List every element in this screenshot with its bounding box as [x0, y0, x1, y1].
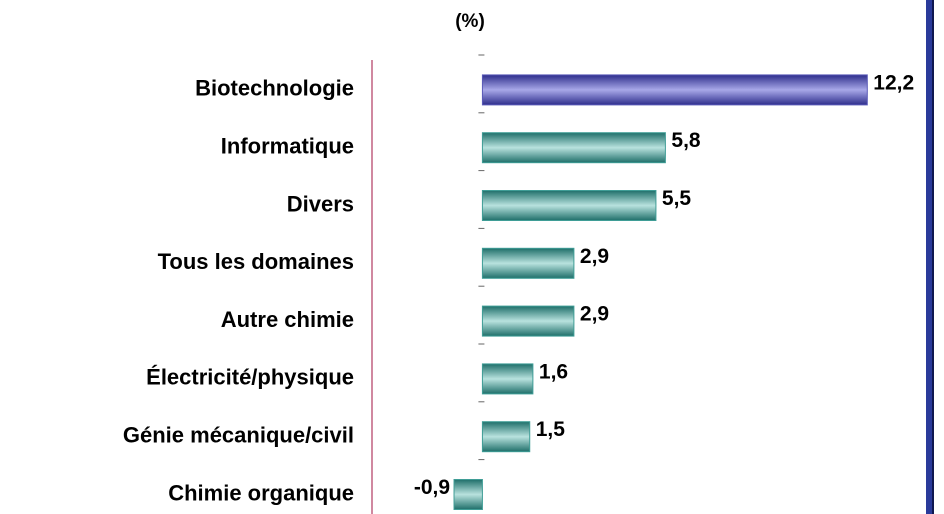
y-tick-label: Divers [287, 191, 354, 216]
value-label: 1,6 [539, 360, 568, 383]
value-label: -0,9 [414, 476, 450, 499]
value-label: 2,9 [580, 303, 609, 326]
bar [481, 305, 575, 337]
bar [481, 421, 531, 453]
value-label: 1,5 [536, 418, 566, 441]
bar [481, 74, 868, 106]
y-tick-label: Électricité/physique [146, 365, 354, 390]
frame-edge [926, 0, 932, 514]
y-tick-label: Informatique [221, 134, 354, 159]
bar [453, 479, 483, 510]
value-label: 12,2 [873, 71, 914, 94]
value-label: 5,5 [662, 187, 692, 210]
bar [481, 132, 666, 164]
y-tick-label: Autre chimie [221, 307, 354, 332]
y-tick-label: Génie mécanique/civil [123, 423, 354, 448]
frame-edge-shadow [932, 0, 934, 514]
y-tick-label: Biotechnologie [195, 76, 354, 101]
value-label: 2,9 [580, 245, 609, 268]
bar [481, 190, 657, 221]
y-tick-label: Tous les domaines [158, 249, 354, 274]
bar [481, 247, 575, 279]
bar [481, 363, 534, 395]
y-tick-label: Chimie organique [168, 480, 354, 505]
chart-title: (%) [455, 11, 485, 32]
value-label: 5,8 [671, 129, 701, 152]
